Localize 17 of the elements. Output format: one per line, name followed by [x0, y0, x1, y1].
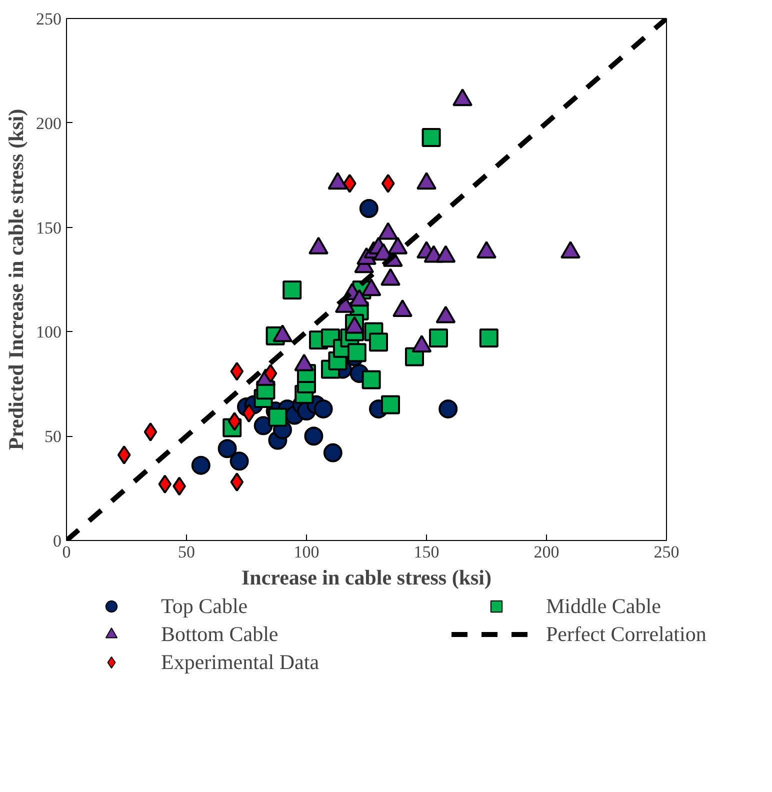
legend-label: Experimental Data	[161, 648, 320, 676]
x-tick-label: 100	[294, 542, 320, 562]
y-tick-label: 50	[44, 427, 62, 446]
x-tick-label: 50	[178, 542, 195, 562]
x-tick-label: 150	[414, 542, 440, 562]
x-tick-label: 250	[654, 542, 680, 562]
x-tick-label: 200	[534, 542, 560, 562]
y-tick-label: 200	[36, 114, 62, 133]
legend-label: Middle Cable	[546, 592, 662, 620]
legend-label: Top Cable	[161, 592, 249, 620]
y-axis-title: Predicted Increase in cable stress (ksi)	[4, 108, 28, 450]
legend-label: Perfect Correlation	[546, 620, 708, 648]
y-tick-label: 150	[36, 218, 62, 238]
y-tick-label: 100	[36, 322, 62, 342]
y-tick-label: 250	[36, 10, 62, 28]
x-axis-title: Increase in cable stress (ksi)	[241, 566, 492, 590]
legend-label: Bottom Cable	[161, 620, 280, 648]
